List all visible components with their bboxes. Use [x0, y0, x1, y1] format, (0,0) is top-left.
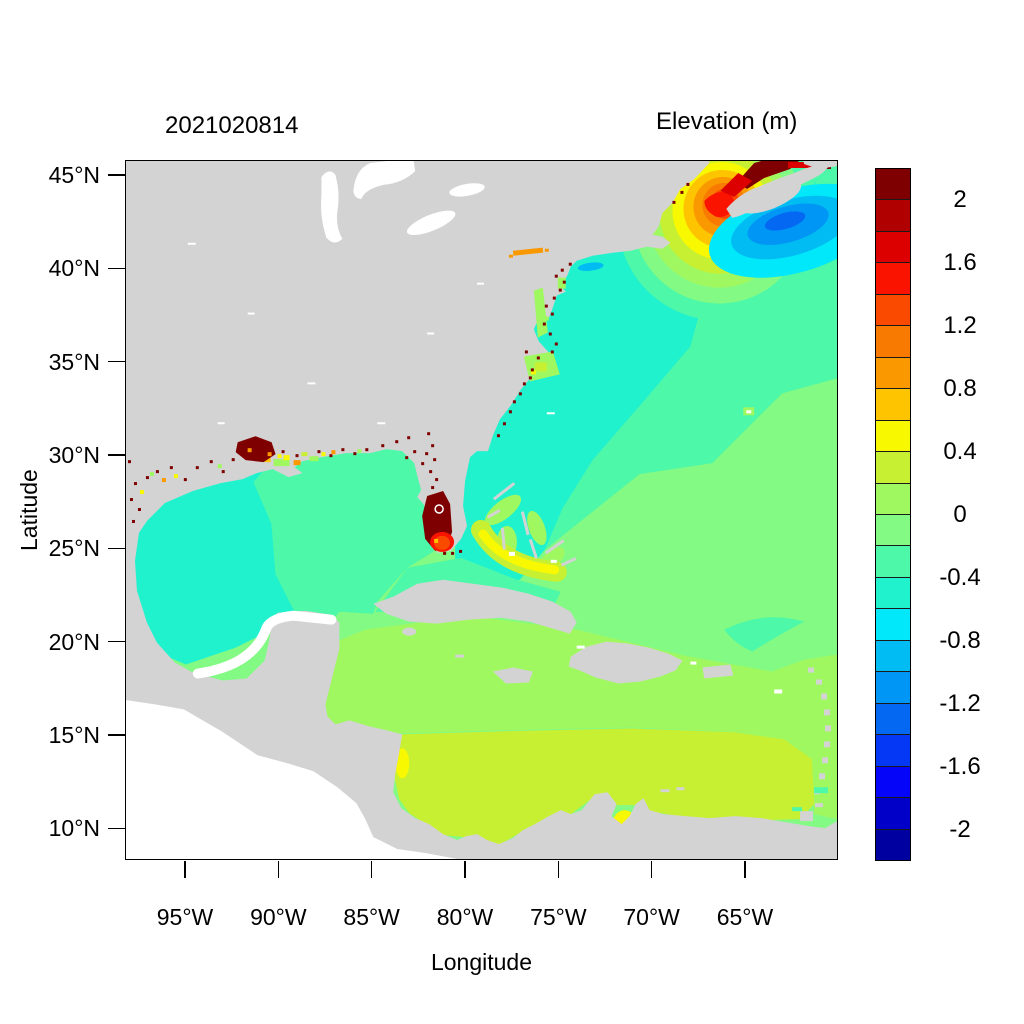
colorbar-segment — [876, 671, 910, 703]
colorbar-segment — [876, 356, 910, 389]
colorbar — [875, 168, 911, 861]
colorbar-tick-label: -0.8 — [939, 626, 981, 654]
colorbar-tick-label: 0.8 — [943, 374, 977, 402]
x-tick-label: 85°W — [343, 904, 400, 930]
colorbar-tick-label: 0 — [953, 500, 967, 528]
colorbar-tick-label: -1.6 — [939, 752, 981, 780]
timestamp-title: 2021020814 — [165, 112, 299, 139]
x-axis-tick — [650, 861, 653, 878]
colorbar-title: Elevation (m) — [656, 108, 798, 135]
pacific-nodata-region — [126, 700, 458, 859]
colorbar-segment — [876, 230, 910, 263]
y-tick-label: 30°N — [48, 441, 100, 468]
wet-dry-speckles — [127, 182, 690, 555]
x-axis-tick — [184, 861, 186, 878]
colorbar-segment — [876, 797, 910, 829]
y-tick-label: 35°N — [48, 348, 100, 375]
colorbar-segment — [876, 293, 910, 326]
x-tick-label: 70°W — [623, 904, 680, 930]
colorbar-segment — [876, 576, 910, 609]
colorbar-segment — [876, 262, 910, 294]
colorbar-tick-label: -2 — [949, 815, 971, 843]
elevation-map — [126, 161, 837, 859]
x-tick-label: 65°W — [716, 904, 774, 930]
colorbar-segment — [876, 639, 910, 672]
colorbar-segment — [876, 545, 910, 577]
y-axis-tick — [108, 360, 125, 363]
colorbar-segment — [876, 702, 910, 735]
colorbar-segment — [876, 482, 910, 514]
north-america-landmass — [126, 161, 837, 859]
x-tick-label: 95°W — [156, 904, 214, 930]
colorbar-tick-label: 1.6 — [943, 248, 977, 276]
colorbar-segment — [876, 325, 910, 357]
colorbar-tick-label: -1.2 — [939, 689, 981, 717]
y-tick-label: 15°N — [48, 721, 100, 748]
y-axis-tick — [108, 827, 125, 830]
colorbar-segment — [876, 734, 910, 766]
x-tick-label: 80°W — [436, 904, 494, 930]
colorbar-segment — [876, 608, 910, 640]
x-axis-tick — [557, 861, 560, 878]
colorbar-segment — [876, 828, 910, 860]
y-axis-tick — [108, 454, 125, 456]
y-tick-label: 45°N — [48, 162, 100, 188]
colorbar-segment — [876, 199, 910, 231]
x-axis-tick — [744, 861, 746, 878]
y-tick-label: 20°N — [48, 628, 100, 655]
y-axis-tick — [108, 267, 125, 270]
x-axis-label: Longitude — [430, 949, 533, 975]
map-plot-area — [125, 160, 838, 860]
x-axis-tick — [464, 861, 466, 878]
x-axis-tick — [370, 861, 373, 878]
y-tick-label: 10°N — [48, 815, 100, 842]
great-lakes — [187, 161, 783, 694]
y-axis-tick — [108, 734, 125, 736]
y-axis-tick — [108, 547, 125, 550]
colorbar-segment — [876, 388, 910, 420]
islands — [373, 161, 837, 822]
y-axis-tick — [108, 640, 125, 643]
x-tick-label: 75°W — [530, 904, 587, 930]
y-tick-label: 25°N — [48, 535, 100, 562]
colorbar-segment — [876, 513, 910, 546]
colorbar-tick-label: -0.4 — [939, 563, 981, 591]
colorbar-tick-label: 2 — [953, 185, 967, 213]
x-axis-tick — [277, 861, 280, 878]
colorbar-segment — [876, 451, 910, 483]
colorbar-segment — [876, 419, 910, 452]
colorbar-segment — [876, 765, 910, 798]
colorbar-tick-label: 1.2 — [943, 311, 977, 339]
colorbar-tick-label: 0.4 — [943, 437, 977, 465]
y-tick-label: 40°N — [48, 255, 100, 282]
colorbar-segment — [876, 169, 910, 200]
x-tick-label: 90°W — [250, 904, 307, 930]
y-axis-tick — [108, 174, 125, 176]
